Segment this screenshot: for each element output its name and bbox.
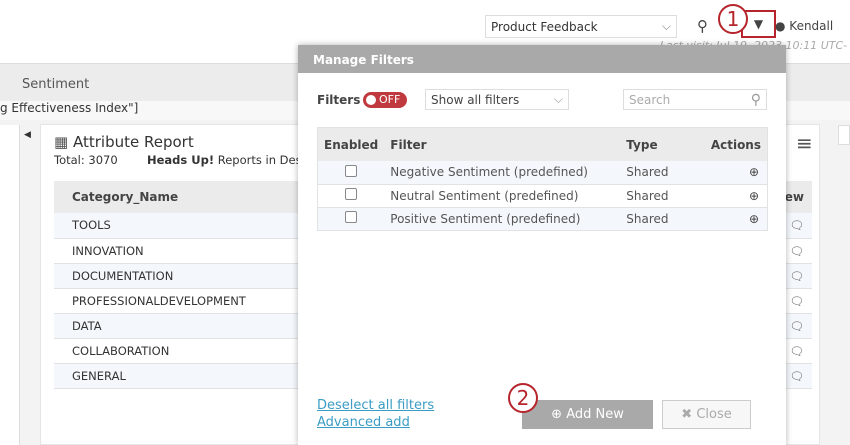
grid-icon: ▦ [54, 133, 69, 151]
enable-checkbox[interactable] [345, 188, 358, 200]
close-button[interactable]: ✖ Close [662, 400, 751, 429]
right-panel-toggle[interactable] [838, 125, 850, 145]
search-icon[interactable]: ⚲ [697, 17, 708, 35]
plus-circle-icon: ⊕ [551, 407, 563, 422]
heads-up: Heads Up! Reports in Desig [147, 153, 313, 167]
search-input[interactable]: Search ⚲ [623, 89, 767, 110]
filter-type: Shared [620, 207, 689, 231]
callout-1: 1 [718, 4, 748, 34]
search-icon: ⚲ [750, 91, 761, 108]
deselect-all-link[interactable]: Deselect all filters [317, 398, 435, 413]
show-filters-select[interactable]: Show all filters ⌵ [425, 89, 569, 110]
project-select[interactable]: Product Feedback ⌵ [485, 15, 677, 38]
report-title: ▦ Attribute Report [54, 133, 194, 151]
filters-table: Enabled Filter Type Actions Negative Sentime… [317, 127, 768, 231]
left-panel [0, 125, 20, 445]
filter-type: Shared [620, 184, 689, 208]
enable-checkbox[interactable] [345, 211, 358, 223]
add-new-button[interactable]: ⊕ Add New [522, 400, 653, 429]
zoom-in-icon[interactable]: ⊕ [688, 207, 767, 231]
filter-type: Shared [620, 161, 689, 185]
zoom-in-icon[interactable]: ⊕ [688, 184, 767, 208]
manage-filters-dialog: Manage Filters Filters OFF Show all filt… [298, 45, 786, 445]
filters-label: Filters [317, 93, 361, 107]
callout-2: 2 [508, 383, 538, 413]
filter-row: Positive Sentiment (predefined) Shared ⊕ [318, 207, 767, 231]
filter-row: Neutral Sentiment (predefined) Shared ⊕ [318, 184, 767, 208]
chevron-down-icon: ⌵ [661, 19, 671, 33]
filter-row: Negative Sentiment (predefined) Shared ⊕ [318, 161, 767, 185]
zoom-in-icon[interactable]: ⊕ [688, 161, 767, 185]
advanced-add-link[interactable]: Advanced add [317, 415, 410, 430]
enable-checkbox[interactable] [345, 164, 358, 177]
dialog-title: Manage Filters [298, 45, 786, 73]
close-icon: ✖ [681, 407, 693, 422]
filters-toggle[interactable]: OFF [363, 92, 407, 108]
filter-name: Negative Sentiment (predefined) [384, 161, 621, 185]
tab-sentiment[interactable]: Sentiment [22, 77, 90, 92]
user-menu[interactable]: ● Kendall [775, 19, 834, 33]
chevron-down-icon: ⌵ [553, 92, 563, 106]
user-name: Kendall [789, 19, 834, 33]
filter-name: Neutral Sentiment (predefined) [384, 184, 621, 208]
filter-name: Positive Sentiment (predefined) [384, 207, 621, 231]
hamburger-menu-icon[interactable]: ≡ [796, 131, 813, 155]
report-total: Total: 3070 [54, 153, 118, 167]
collapse-left-icon[interactable]: ◀ [24, 130, 31, 140]
project-select-value: Product Feedback [491, 19, 598, 34]
